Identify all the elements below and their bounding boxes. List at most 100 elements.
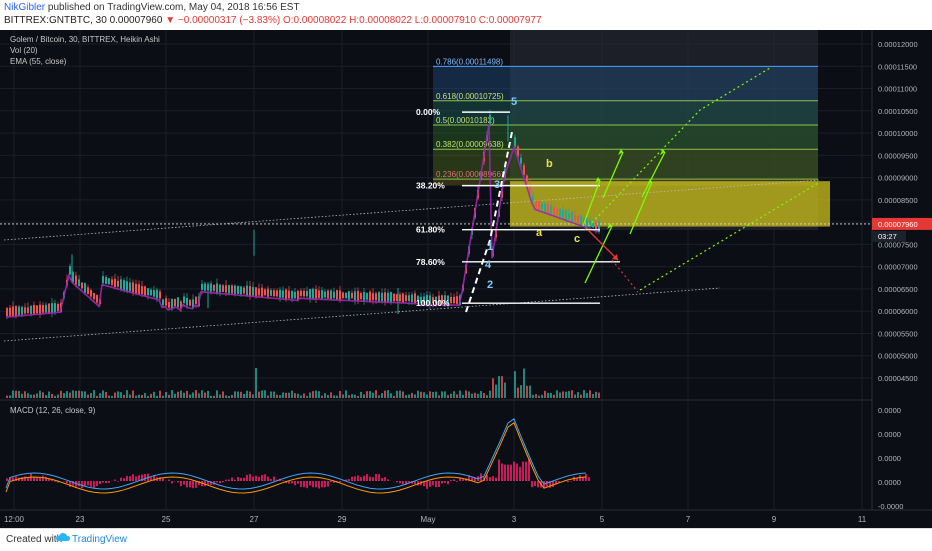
volume-bar <box>583 390 585 398</box>
macd-bar <box>438 481 440 487</box>
candle-body <box>405 295 407 301</box>
volume-bar <box>15 391 17 398</box>
candle-body <box>393 294 395 301</box>
macd-tick-label: 0.0000 <box>878 406 901 415</box>
candle-body <box>15 306 17 316</box>
macd-bar <box>114 480 116 481</box>
target-zone <box>510 181 830 226</box>
price-tick-label: 0.00011500 <box>878 62 917 71</box>
volume-bar <box>381 393 383 398</box>
volume-bar <box>105 392 107 398</box>
macd-bar <box>297 481 299 484</box>
candle-body <box>57 304 59 311</box>
volume-bar <box>183 393 185 398</box>
volume-bar <box>288 393 290 398</box>
macd-bar <box>81 481 83 488</box>
macd-bar <box>366 474 368 481</box>
volume-bar <box>595 392 597 398</box>
macd-bar <box>42 476 44 481</box>
candle-body <box>219 285 221 293</box>
volume-bar <box>210 396 212 398</box>
volume-bar <box>51 394 53 398</box>
macd-bar <box>195 481 197 488</box>
volume-bar <box>162 396 164 398</box>
macd-bar <box>339 481 341 482</box>
macd-bar <box>123 478 125 481</box>
volume-bar <box>342 395 344 398</box>
macd-bar <box>105 481 107 483</box>
volume-bar <box>432 392 434 398</box>
macd-bar <box>120 478 122 481</box>
volume-bar <box>129 395 131 398</box>
candle-body <box>544 203 546 211</box>
volume-bar <box>273 392 275 398</box>
macd-bar <box>234 480 236 481</box>
candle-body <box>147 288 149 295</box>
macd-bar <box>78 481 80 486</box>
fib-retracement-label: 100.00% <box>416 298 450 308</box>
macd-bar <box>183 481 185 484</box>
volume-bar <box>438 395 440 398</box>
candle-body <box>450 297 452 303</box>
candle-body <box>252 287 254 295</box>
macd-bar <box>372 477 374 481</box>
candle-body <box>210 284 212 292</box>
macd-bar <box>237 477 239 481</box>
macd-bar <box>258 477 260 481</box>
tradingview-brand[interactable]: TradingView <box>72 534 127 545</box>
macd-bar <box>327 481 329 487</box>
macd-bar <box>99 481 101 484</box>
candle-body <box>345 293 347 298</box>
wave-label: 5 <box>511 96 517 108</box>
volume-bar <box>414 394 416 398</box>
volume-bar <box>501 376 503 398</box>
volume-bar <box>297 394 299 398</box>
candle-body <box>357 291 359 301</box>
candle-body <box>354 291 356 300</box>
macd-bar <box>36 477 38 481</box>
volume-bar <box>42 392 44 398</box>
volume-bar <box>204 393 206 398</box>
candle-body <box>324 292 326 298</box>
macd-bar <box>96 481 98 486</box>
candle-body <box>132 282 134 293</box>
volume-bar <box>231 395 233 398</box>
candle-body <box>213 285 215 291</box>
author-link[interactable]: NikGibler <box>4 2 45 13</box>
price-tick-label: 0.00008500 <box>878 196 918 205</box>
volume-bar <box>18 391 20 398</box>
volume-bar <box>580 395 582 398</box>
macd-bar <box>444 481 446 483</box>
candle-body <box>78 279 80 286</box>
candle-body <box>342 293 344 298</box>
candle-body <box>384 292 386 302</box>
volume-bar <box>535 394 537 398</box>
macd-bar <box>177 481 179 482</box>
volume-bar <box>330 392 332 398</box>
volume-bar <box>135 396 137 398</box>
candle-body <box>387 293 389 302</box>
volume-bar <box>495 385 497 398</box>
volume-bar <box>589 390 591 398</box>
candle-body <box>489 115 491 124</box>
candle-body <box>177 297 179 307</box>
chart-svg[interactable]: 0.786(0.00011498)0.618(0.00010725)0.5(0.… <box>0 30 932 528</box>
publish-header: NikGibler published on TradingView.com, … <box>0 0 932 30</box>
volume-bar <box>132 391 134 398</box>
chart-area[interactable]: 0.786(0.00011498)0.618(0.00010725)0.5(0.… <box>0 30 932 528</box>
volume-bar <box>592 394 594 398</box>
macd-bar <box>309 481 311 486</box>
macd-bar <box>456 481 458 482</box>
candle-body <box>51 303 53 313</box>
volume-bar <box>45 395 47 398</box>
volume-bar <box>69 393 71 398</box>
candle-body <box>336 290 338 300</box>
volume-bar <box>237 391 239 398</box>
volume-bar <box>213 396 215 398</box>
volume-bar <box>36 393 38 398</box>
candle-body <box>327 291 329 299</box>
candle-body <box>550 205 552 214</box>
wave-label: b <box>546 158 553 170</box>
volume-bar <box>192 392 194 398</box>
volume-layer <box>6 368 600 398</box>
